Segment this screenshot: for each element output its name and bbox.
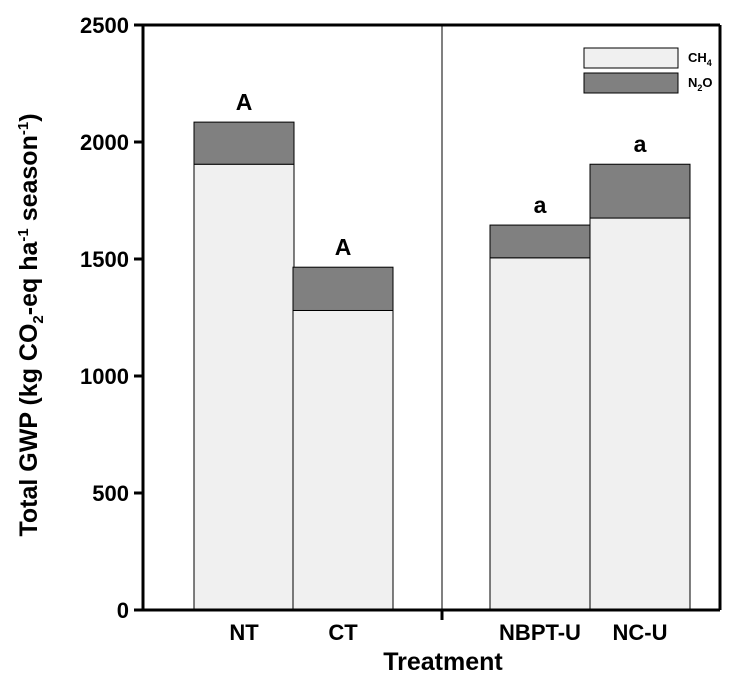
legend-n2o-main: N [688, 75, 697, 90]
x-tick-label-nbpt-u: NBPT-U [499, 620, 581, 645]
y-tick-label-1000: 1000 [80, 364, 129, 389]
y-title-part4: ) [15, 113, 43, 121]
y-axis-title: Total GWP (kg CO2-eq ha-1 season-1) [15, 113, 47, 536]
significance-label-ct: A [335, 234, 352, 260]
y-tick-label-0: 0 [117, 598, 129, 623]
y-tick-label-2000: 2000 [80, 130, 129, 155]
legend-label-n2o: N2O [688, 75, 713, 93]
legend-label-ch4: CH4 [688, 50, 712, 68]
bar-ct-ch4 [292, 309, 394, 611]
y-title-sup-1a: -1 [15, 228, 32, 241]
legend-swatch-ch4 [583, 47, 679, 69]
legend-ch4-sub: 4 [707, 58, 712, 68]
x-tick-label-nt: NT [229, 620, 259, 645]
y-title-part1: Total GWP (kg CO [15, 324, 43, 537]
plot-area: A Aa a 0 500 1000 1500 2000 2500 NT CT NBPT-U NC-U [80, 13, 722, 645]
legend-n2o-tail: O [702, 75, 712, 90]
y-tick-label-1500: 1500 [80, 247, 129, 272]
bar-nbpt-u-ch4 [489, 257, 591, 611]
y-title-part3: season [15, 135, 43, 228]
y-title-sub-2: 2 [30, 315, 47, 323]
x-axis-title: Treatment [383, 648, 503, 676]
legend-n2o-sub: 2 [697, 83, 702, 93]
significance-label-nbpt-u: a [534, 192, 547, 218]
legend-ch4-main: CH [688, 50, 707, 65]
significance-label-nt: A [236, 89, 253, 115]
bar-nbpt-u-n2o [489, 224, 591, 259]
y-title-part2: -eq ha [15, 241, 43, 316]
y-title-sup-1b: -1 [15, 122, 32, 135]
bar-nc-u-ch4 [589, 217, 691, 611]
legend: CH4 N2O [583, 47, 713, 94]
x-tick-label-ct: CT [328, 620, 358, 645]
legend-swatch-n2o [583, 72, 679, 94]
bar-ct-n2o [292, 266, 394, 311]
significance-label-nc-u: a [634, 131, 647, 157]
bar-nt-n2o [193, 121, 295, 165]
y-tick-label-2500: 2500 [80, 13, 129, 38]
x-tick-label-nc-u: NC-U [613, 620, 668, 645]
bar-nc-u-n2o [589, 163, 691, 219]
y-tick-label-500: 500 [92, 481, 129, 506]
bar-nt-ch4 [193, 163, 295, 611]
